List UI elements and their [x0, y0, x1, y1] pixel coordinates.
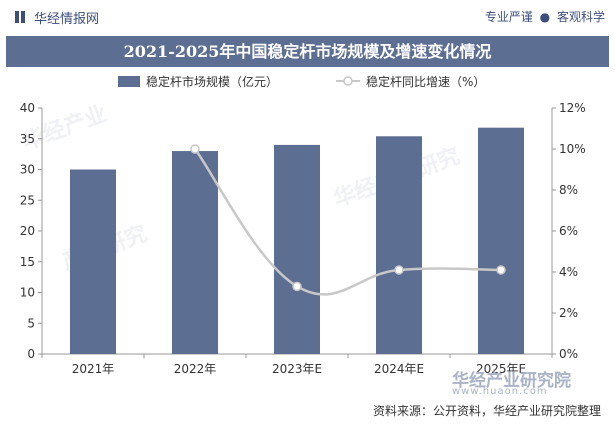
- y-tick-label-right: 0%: [559, 347, 578, 361]
- growth-line: [193, 148, 502, 296]
- x-tick-label: 2025年E: [476, 362, 526, 376]
- line-point: [190, 144, 200, 154]
- y-tick-label-right: 4%: [559, 265, 578, 279]
- y-tick-label-left: 30: [20, 163, 35, 177]
- brand-name: 华经情报网: [34, 12, 100, 27]
- tagline: 专业严谨 ● 客观科学: [485, 8, 605, 25]
- y-tick-label-left: 10: [20, 286, 35, 300]
- tagline-left: 专业严谨: [484, 10, 533, 24]
- watermark-logo: 华经产业研究院: [452, 371, 571, 391]
- line-point: [394, 265, 404, 275]
- y-tick-label-right: 8%: [559, 183, 578, 197]
- y-tick-label-right: 12%: [559, 101, 586, 115]
- chart-area: 稳定杆市场规模（亿元） 稳定杆同比增速（%） 0 5 10 15 20 25 30 35 40 0% 2…: [20, 74, 586, 376]
- y-tick-label-right: 2%: [559, 306, 578, 320]
- y-tick-label-left: 40: [20, 101, 35, 115]
- chart-title: 2021-2025年中国稳定杆市场规模及增速变化情况: [123, 42, 492, 61]
- bar: [172, 151, 218, 354]
- y-tick-label-left: 35: [20, 132, 35, 146]
- top-bar: 华经情报网 专业严谨 ● 客观科学: [0, 0, 615, 36]
- x-tick-label: 2022年: [174, 362, 217, 376]
- source-note: 资料来源：公开资料，华经产业研究院整理: [372, 404, 601, 418]
- watermark-url: www.huaon.com: [452, 386, 548, 397]
- legend-bar-label: 稳定杆市场规模（亿元）: [146, 74, 278, 89]
- x-tick-label: 2023年E: [272, 362, 322, 376]
- line-point: [292, 281, 302, 292]
- y-tick-label-left: 25: [20, 193, 35, 207]
- legend-bar-swatch: [118, 76, 140, 87]
- bar: [376, 136, 422, 354]
- legend-line-label: 稳定杆同比增速（%）: [366, 74, 485, 89]
- y-tick-label-right: 6%: [559, 224, 578, 238]
- tagline-separator: ●: [539, 10, 551, 24]
- y-tick-label-left: 15: [20, 255, 35, 269]
- y-tick-label-right: 10%: [559, 142, 586, 156]
- tagline-right: 客观科学: [556, 10, 605, 24]
- bar: [70, 169, 116, 354]
- bar: [478, 127, 524, 355]
- legend-line-marker: [343, 76, 353, 86]
- title-bar: 2021-2025年中国稳定杆市场规模及增速变化情况: [6, 36, 609, 67]
- x-tick-label: 2021年: [72, 362, 115, 376]
- x-tick-label: 2024年E: [374, 362, 424, 376]
- y-tick-label-left: 20: [20, 224, 35, 238]
- bar: [274, 144, 320, 354]
- y-tick-label-left: 0: [27, 347, 35, 361]
- line-point: [496, 265, 506, 275]
- brand-logo-icon: [15, 11, 25, 23]
- y-tick-label-left: 5: [27, 316, 35, 330]
